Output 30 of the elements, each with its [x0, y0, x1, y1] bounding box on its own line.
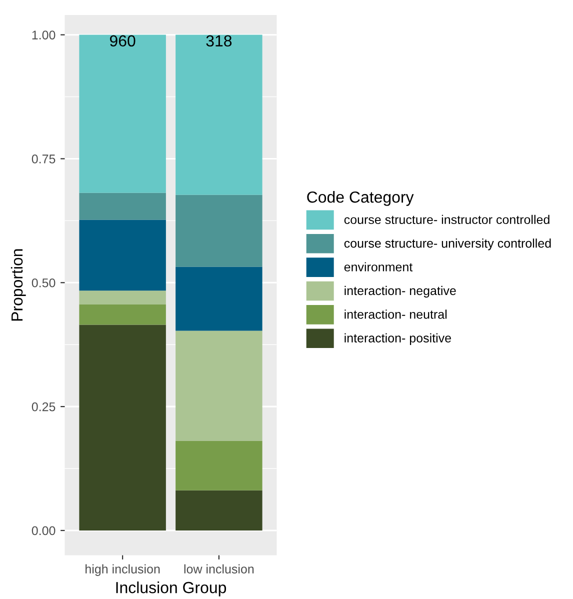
bar	[176, 266, 262, 331]
bar	[176, 330, 262, 441]
y-tick-label: 0.25	[32, 402, 56, 412]
bar	[79, 192, 166, 220]
y-axis-title: Proportion	[10, 249, 26, 321]
annotation: 960	[110, 35, 136, 47]
y-tick-label: 0.00	[32, 526, 56, 536]
bar	[176, 490, 262, 530]
bar	[176, 440, 262, 490]
annotation: 318	[206, 35, 232, 47]
legend-label: interaction- neutral	[344, 310, 447, 319]
bar	[79, 304, 166, 325]
bar	[79, 324, 166, 530]
y-tick-label: 1.00	[32, 30, 56, 40]
legend-label: course structure- university controlled	[344, 238, 551, 250]
bar	[79, 220, 166, 291]
legend-label: environment	[344, 262, 413, 272]
bar	[176, 34, 262, 195]
y-tick-label: 0.75	[32, 154, 56, 164]
x-axis-title: Inclusion Group	[116, 582, 226, 596]
legend-title: Code Category	[307, 191, 414, 206]
legend-label: interaction- positive	[344, 333, 451, 345]
legend-label: interaction- negative	[344, 286, 456, 298]
x-tick-label: low inclusion	[184, 564, 254, 574]
y-tick-label: 0.50	[32, 278, 56, 288]
legend-label: course structure- instructor controlled	[344, 214, 550, 224]
bar	[79, 34, 166, 193]
bar	[176, 194, 262, 267]
bar	[79, 290, 166, 304]
x-tick-label: high inclusion	[86, 564, 160, 576]
